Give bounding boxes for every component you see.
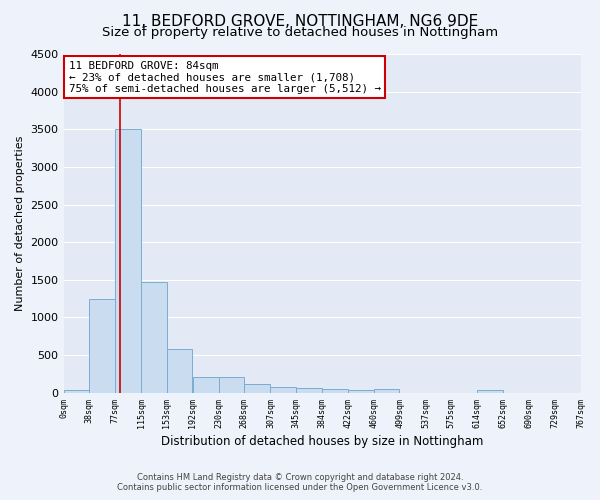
Y-axis label: Number of detached properties: Number of detached properties <box>15 136 25 311</box>
X-axis label: Distribution of detached houses by size in Nottingham: Distribution of detached houses by size … <box>161 434 483 448</box>
Text: 11 BEDFORD GROVE: 84sqm
← 23% of detached houses are smaller (1,708)
75% of semi: 11 BEDFORD GROVE: 84sqm ← 23% of detache… <box>69 61 381 94</box>
Bar <box>374 389 399 392</box>
Text: Contains HM Land Registry data © Crown copyright and database right 2024.
Contai: Contains HM Land Registry data © Crown c… <box>118 473 482 492</box>
Bar <box>141 282 167 393</box>
Bar <box>478 390 503 392</box>
Bar <box>193 376 218 392</box>
Bar <box>244 384 270 392</box>
Text: Size of property relative to detached houses in Nottingham: Size of property relative to detached ho… <box>102 26 498 39</box>
Bar <box>271 387 296 392</box>
Bar <box>64 390 89 392</box>
Bar <box>115 130 141 392</box>
Bar <box>322 390 348 392</box>
Bar <box>296 388 322 392</box>
Bar <box>167 350 192 393</box>
Bar <box>89 298 115 392</box>
Bar <box>348 390 374 392</box>
Text: 11, BEDFORD GROVE, NOTTINGHAM, NG6 9DE: 11, BEDFORD GROVE, NOTTINGHAM, NG6 9DE <box>122 14 478 29</box>
Bar <box>218 377 244 392</box>
